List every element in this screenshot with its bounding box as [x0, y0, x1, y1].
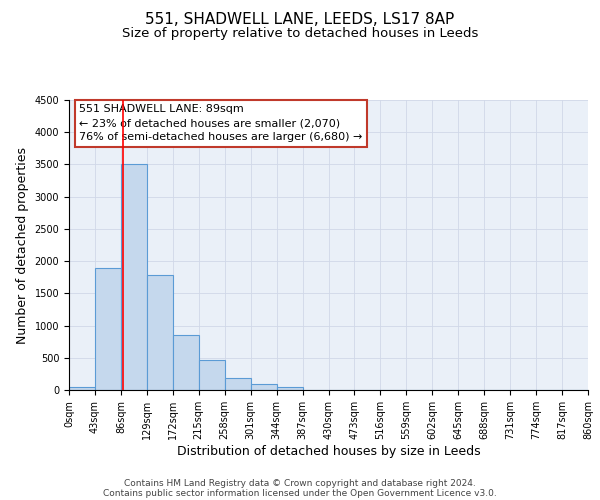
- Bar: [147, 276, 173, 390]
- Text: Contains public sector information licensed under the Open Government Licence v3: Contains public sector information licen…: [103, 488, 497, 498]
- Bar: [224, 378, 251, 390]
- Bar: [69, 387, 95, 390]
- Bar: [277, 388, 302, 390]
- Text: 551, SHADWELL LANE, LEEDS, LS17 8AP: 551, SHADWELL LANE, LEEDS, LS17 8AP: [145, 12, 455, 28]
- Bar: [95, 268, 121, 390]
- Text: Size of property relative to detached houses in Leeds: Size of property relative to detached ho…: [122, 28, 478, 40]
- Bar: [199, 360, 224, 390]
- Text: 551 SHADWELL LANE: 89sqm
← 23% of detached houses are smaller (2,070)
76% of sem: 551 SHADWELL LANE: 89sqm ← 23% of detach…: [79, 104, 363, 142]
- Text: Contains HM Land Registry data © Crown copyright and database right 2024.: Contains HM Land Registry data © Crown c…: [124, 478, 476, 488]
- Y-axis label: Number of detached properties: Number of detached properties: [16, 146, 29, 344]
- Bar: [251, 384, 277, 390]
- Bar: [173, 334, 199, 390]
- Bar: [121, 164, 147, 390]
- X-axis label: Distribution of detached houses by size in Leeds: Distribution of detached houses by size …: [176, 444, 481, 458]
